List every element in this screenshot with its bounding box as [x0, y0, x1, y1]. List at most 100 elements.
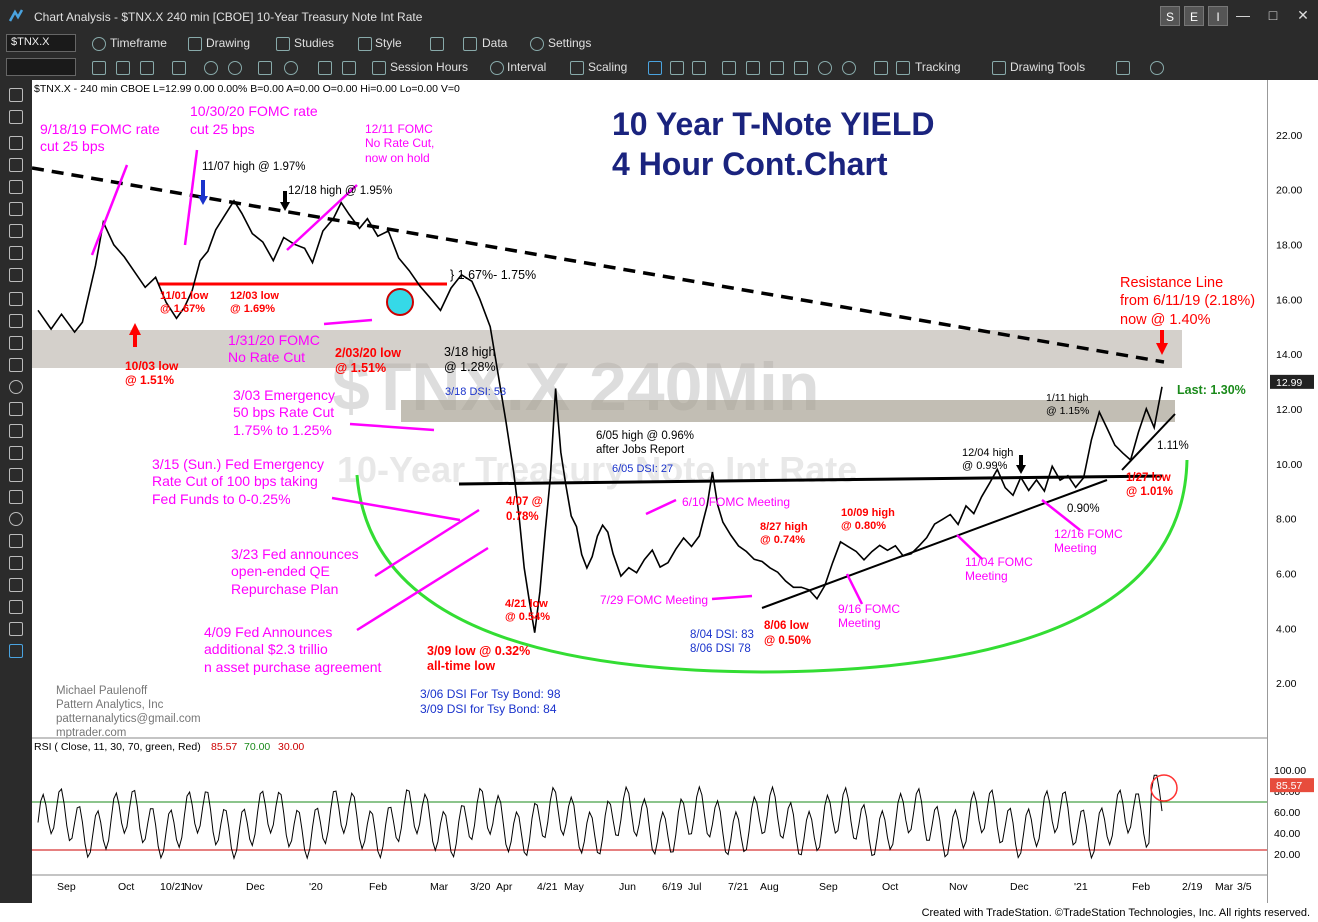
bar-chart-icon[interactable]	[172, 61, 186, 75]
tracking-menu[interactable]: Tracking	[915, 60, 961, 74]
ann-13: 3/18 DSI: 53	[445, 386, 506, 398]
horizontal-line-icon[interactable]	[9, 180, 23, 194]
bar-style-icon[interactable]	[648, 61, 662, 75]
highlighter-icon[interactable]	[9, 644, 23, 658]
ray-icon[interactable]	[9, 158, 23, 172]
ann-6: } 1.67%- 1.75%	[450, 268, 536, 282]
ann-23b: after Jobs Report	[596, 444, 685, 456]
maximize-icon[interactable]: □	[1268, 7, 1278, 23]
scaling-menu[interactable]: Scaling	[588, 60, 628, 74]
y-axis-canvas: 22.00 20.00 18.00 16.00 14.00 12.00 10.00 8.00 6…	[1270, 130, 1314, 861]
interval-menu[interactable]: Interval	[507, 60, 547, 74]
zoom-in-icon[interactable]	[842, 61, 856, 75]
cursor-icon[interactable]	[9, 88, 23, 102]
minimize-icon[interactable]: —	[1236, 7, 1250, 23]
close-icon[interactable]: ✕	[1297, 7, 1309, 23]
zoom-icon[interactable]	[722, 61, 736, 75]
vertical-line-icon[interactable]	[9, 202, 23, 216]
symbol-input[interactable]: $TNX.X	[6, 34, 76, 52]
fib-ext-icon[interactable]	[9, 314, 23, 328]
neckline	[458, 474, 1163, 486]
ann-14a: 3/03 Emergency	[233, 387, 335, 403]
x-tick-label: 10/21	[160, 881, 186, 893]
author-company: Pattern Analytics, Inc	[56, 699, 164, 711]
histogram-icon[interactable]	[770, 61, 784, 75]
ann-26: 7/29 FOMC Meeting	[600, 593, 708, 607]
ann-2b: cut 25 bps	[190, 121, 255, 137]
studies-menu[interactable]: Studies	[294, 36, 335, 50]
line-style-icon[interactable]	[692, 61, 706, 75]
angle-icon[interactable]	[9, 246, 23, 260]
eraser-icon[interactable]	[9, 622, 23, 636]
arrow-down-icon[interactable]	[9, 468, 23, 482]
target-icon[interactable]	[284, 61, 298, 75]
regression-icon[interactable]	[9, 358, 23, 372]
drawing-tools-menu[interactable]: Drawing Tools	[1010, 60, 1086, 74]
ann-5a: 12/11 FOMC	[365, 122, 433, 136]
x-tick-label: Sep	[57, 881, 76, 893]
main-toolbar: $TNX.X Timeframe Drawing Studies Style D…	[0, 32, 1318, 56]
layers-icon[interactable]	[342, 61, 356, 75]
ann-18a: 4/07 @	[506, 496, 543, 508]
ann-30b: @ 0.74%	[760, 534, 805, 546]
triangle-icon[interactable]	[9, 490, 23, 504]
style-menu[interactable]: Style	[375, 36, 402, 50]
gann-icon[interactable]	[9, 336, 23, 350]
measure-icon[interactable]	[9, 600, 23, 614]
e-button[interactable]: E	[1184, 6, 1204, 26]
chart-area[interactable]: $TNX.X 240Min 10-Year Treasury Note Int …	[31, 80, 1267, 903]
zoom-out-icon[interactable]	[818, 61, 832, 75]
ann-11a: 2/03/20 low	[335, 346, 401, 360]
chart-canvas: $TNX.X 240Min 10-Year Treasury Note Int …	[31, 83, 1267, 893]
ann-7b: @ 1.67%	[160, 303, 205, 315]
rsi-upper-value: 70.00	[244, 741, 270, 753]
speed-lines-icon[interactable]	[9, 268, 23, 282]
crosshair-icon	[896, 61, 910, 75]
drawing-menu[interactable]: Drawing	[206, 36, 251, 50]
arrows-icon[interactable]	[318, 61, 332, 75]
calendar-icon[interactable]	[140, 61, 154, 75]
y-tick-label: 18.00	[1276, 240, 1302, 252]
arrow-up-icon[interactable]	[9, 446, 23, 460]
polyline-icon[interactable]	[9, 556, 23, 570]
timeframe-menu[interactable]: Timeframe	[110, 36, 167, 50]
candlestick-icon[interactable]	[746, 61, 760, 75]
text-icon[interactable]	[9, 424, 23, 438]
x-tick-label: May	[564, 881, 585, 893]
i-button[interactable]: I	[1208, 6, 1228, 26]
session-hours-menu[interactable]: Session Hours	[390, 60, 469, 74]
last-price-label: 12.99	[1276, 377, 1302, 389]
x-tick-label: Dec	[1010, 881, 1029, 893]
candle-icon[interactable]	[670, 61, 684, 75]
copy-icon[interactable]	[116, 61, 130, 75]
percent-icon[interactable]	[258, 61, 272, 75]
time-zone-icon[interactable]	[9, 402, 23, 416]
x-tick-label: Nov	[184, 881, 203, 893]
ann-33a: 11/04 FOMC	[965, 555, 1033, 569]
x-tick-label: 4/21	[537, 881, 558, 893]
ellipse-icon[interactable]	[9, 512, 23, 526]
data-menu[interactable]: Data	[482, 36, 508, 50]
fib-icon[interactable]	[9, 292, 23, 306]
y-axis[interactable]: 22.00 20.00 18.00 16.00 14.00 12.00 10.00 8.00 6…	[1267, 80, 1318, 903]
pointfigure-icon[interactable]	[794, 61, 808, 75]
trendline-icon[interactable]	[9, 136, 23, 150]
brush-icon[interactable]	[9, 578, 23, 592]
rectangle-icon[interactable]	[9, 534, 23, 548]
cloud-icon[interactable]	[1150, 61, 1164, 75]
dots-icon[interactable]	[874, 61, 888, 75]
ann-34a: 12/04 high	[962, 447, 1013, 459]
ann-16a: 3/23 Fed announces	[231, 546, 359, 562]
cycle-icon[interactable]	[9, 380, 23, 394]
refresh-icon[interactable]	[204, 61, 218, 75]
crosshair-tool-icon[interactable]	[9, 110, 23, 124]
settings-menu[interactable]: Settings	[548, 36, 592, 50]
ann-17b: additional $2.3 trillio	[204, 641, 328, 657]
globe-icon[interactable]	[228, 61, 242, 75]
link-icon[interactable]	[92, 61, 106, 75]
ann-12a: 3/18 high	[444, 345, 495, 359]
export-icon[interactable]	[1116, 61, 1130, 75]
interval-input[interactable]	[6, 58, 76, 76]
s-button[interactable]: S	[1160, 6, 1180, 26]
channel-icon[interactable]	[9, 224, 23, 238]
